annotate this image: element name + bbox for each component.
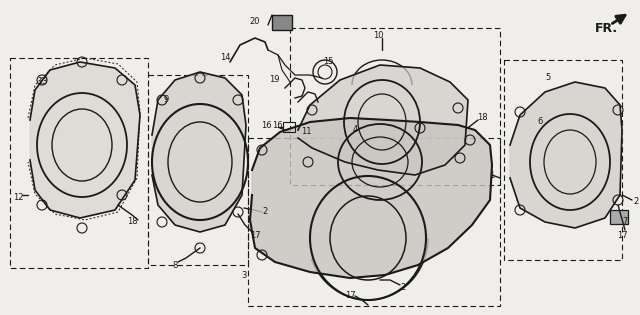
- Text: 12: 12: [13, 193, 23, 203]
- Text: 11: 11: [301, 128, 311, 136]
- Bar: [272, 15, 292, 30]
- Text: 16: 16: [272, 121, 283, 129]
- Text: 9: 9: [163, 95, 168, 105]
- Text: 5: 5: [545, 73, 550, 83]
- Text: 16: 16: [261, 121, 272, 129]
- Polygon shape: [30, 62, 140, 218]
- Text: 2: 2: [262, 208, 268, 216]
- Bar: [290, 28, 500, 185]
- Bar: [283, 122, 295, 132]
- Text: FR.: FR.: [595, 21, 618, 35]
- Text: 8: 8: [172, 261, 178, 270]
- Polygon shape: [298, 65, 468, 175]
- Bar: [10, 58, 148, 268]
- Text: 18: 18: [127, 217, 138, 226]
- Text: 6: 6: [538, 117, 543, 127]
- Text: 10: 10: [372, 31, 383, 39]
- Text: 15: 15: [323, 58, 333, 66]
- Text: 7: 7: [622, 217, 628, 226]
- Text: 14: 14: [220, 54, 230, 62]
- Text: 3: 3: [241, 271, 246, 279]
- Text: 19: 19: [269, 76, 280, 84]
- Polygon shape: [510, 82, 622, 228]
- Text: 18: 18: [477, 113, 487, 123]
- Text: 17: 17: [617, 231, 627, 239]
- Text: 1: 1: [490, 170, 495, 180]
- Bar: [504, 60, 622, 260]
- Bar: [248, 138, 500, 306]
- Bar: [610, 210, 628, 224]
- Text: 20: 20: [250, 18, 260, 26]
- Text: 2: 2: [401, 284, 406, 293]
- Polygon shape: [250, 118, 492, 278]
- Text: 17: 17: [250, 231, 260, 239]
- Bar: [148, 75, 248, 265]
- Text: 17: 17: [345, 290, 355, 300]
- Polygon shape: [152, 72, 246, 232]
- Text: 13: 13: [36, 77, 47, 87]
- Text: 2: 2: [634, 198, 639, 207]
- Text: 4: 4: [353, 125, 358, 135]
